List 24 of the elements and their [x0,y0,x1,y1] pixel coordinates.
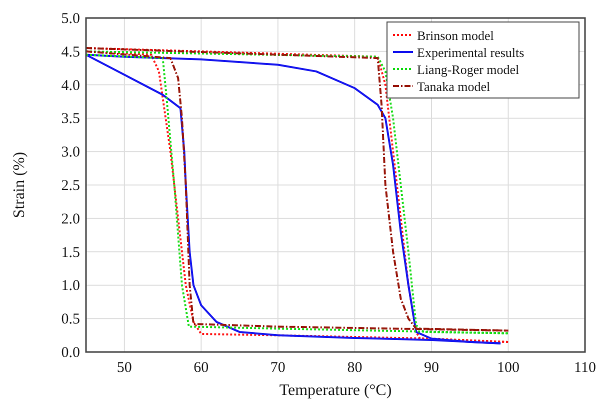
y-tick-label: 2.5 [61,178,80,194]
legend-label: Tanaka model [417,79,490,94]
y-tick-label: 3.0 [61,144,80,161]
y-axis-title: Strain (%) [11,152,28,218]
y-tick-label: 5.0 [61,11,80,27]
y-tick-label: 3.5 [61,111,80,128]
x-tick-label: 60 [194,360,209,376]
y-tick-label: 0.0 [61,345,80,361]
y-tick-label: 4.5 [61,44,80,60]
x-tick-label: 90 [424,360,439,376]
x-tick-label: 110 [574,360,596,376]
y-tick-label: 4.0 [61,78,80,94]
x-tick-label: 70 [270,360,286,376]
legend-label: Liang-Roger model [417,62,520,77]
legend-label: Brinson model [417,28,494,43]
y-tick-label: 2.0 [61,211,80,228]
x-tick-label: 100 [496,360,520,376]
x-tick-label: 80 [347,360,362,376]
y-tick-label: 0.5 [61,312,80,328]
y-tick-label: 1.0 [61,278,80,294]
legend-label: Experimental results [417,45,524,60]
x-tick-label: 50 [116,360,132,376]
x-axis-title: Temperature (°C) [279,382,392,399]
y-tick-label: 1.5 [61,244,80,261]
